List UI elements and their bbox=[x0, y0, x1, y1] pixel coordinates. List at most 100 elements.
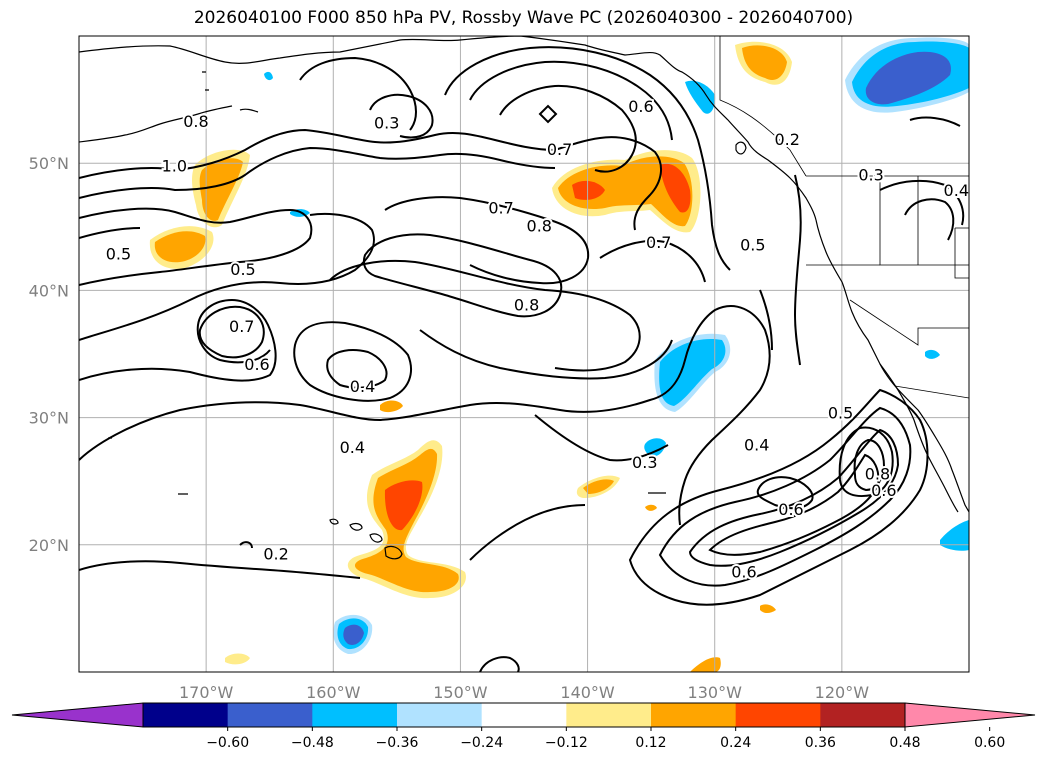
contour-label: 0.8 bbox=[527, 217, 552, 236]
longitude-tick-label: 130°W bbox=[688, 683, 743, 702]
islands-small bbox=[108, 71, 666, 495]
colorbar-tick-label: 0.60 bbox=[974, 735, 1005, 751]
colorbar-segment bbox=[820, 703, 906, 727]
contour-label: 0.4 bbox=[350, 377, 375, 396]
contour-line bbox=[759, 289, 773, 351]
colorbar-segment bbox=[397, 703, 483, 727]
contour-line bbox=[79, 560, 361, 579]
colorbar-segment bbox=[735, 703, 821, 727]
baja-coastline bbox=[879, 363, 959, 513]
contour-label: 0.8 bbox=[514, 295, 539, 314]
contour-label: 0.5 bbox=[740, 236, 765, 255]
contour-line bbox=[879, 179, 965, 226]
colorbar-tick-label: −0.24 bbox=[460, 735, 503, 751]
contour-label: 0.6 bbox=[628, 97, 653, 116]
positive-anomaly bbox=[645, 504, 657, 511]
contour-line bbox=[538, 104, 558, 124]
us-mexico-border bbox=[894, 385, 969, 399]
colorbar-frame bbox=[142, 702, 906, 728]
positive-anomaly bbox=[572, 180, 605, 200]
contour-label: 0.5 bbox=[106, 245, 131, 264]
negative-anomaly bbox=[685, 80, 716, 114]
contour-label: 0.7 bbox=[646, 233, 671, 252]
contour-line bbox=[299, 56, 417, 131]
contour-line bbox=[479, 656, 520, 672]
contour-line bbox=[658, 406, 912, 587]
contour-line bbox=[362, 233, 563, 318]
contour-label: 0.3 bbox=[632, 453, 657, 472]
contour-line bbox=[198, 305, 265, 359]
anomaly-shading bbox=[149, 37, 969, 672]
colorbar-tick-label: 0.24 bbox=[720, 735, 751, 751]
alaska-canada-border bbox=[719, 36, 807, 177]
contour-label: 0.6 bbox=[871, 481, 896, 500]
contour-line bbox=[79, 212, 375, 341]
contour-label: 0.8 bbox=[183, 112, 208, 131]
map-frame bbox=[78, 35, 970, 673]
negative-anomaly bbox=[940, 520, 969, 551]
colorbar-extend-low bbox=[11, 702, 144, 728]
contour-line bbox=[326, 349, 388, 389]
contour-line bbox=[79, 298, 277, 382]
colorbar-tick-label: 0.12 bbox=[635, 735, 666, 751]
hawaii-islands bbox=[329, 518, 403, 560]
contour-label: 0.5 bbox=[828, 404, 853, 423]
contour-label: 0.6 bbox=[731, 563, 756, 582]
longitude-tick-label: 140°W bbox=[560, 683, 615, 702]
longitude-labels: 170°W 160°W 150°W 140°W 130°W 120°W bbox=[179, 683, 869, 702]
colorbar: −0.60 −0.48 −0.36 −0.24 −0.12 0.12 0.24 0.36 0.4… bbox=[11, 702, 1036, 751]
positive-anomaly bbox=[384, 480, 423, 531]
contour-label: 0.7 bbox=[547, 140, 572, 159]
positive-anomaly bbox=[583, 479, 614, 494]
positive-anomaly bbox=[760, 604, 776, 613]
contour-line bbox=[293, 321, 412, 402]
latitude-tick-label: 50°N bbox=[29, 154, 69, 173]
colorbar-segment bbox=[143, 703, 229, 727]
haida-gwaii bbox=[735, 141, 747, 155]
contour-line bbox=[469, 60, 673, 141]
contour-line bbox=[599, 239, 706, 283]
colorbar-segment bbox=[481, 703, 567, 727]
contour-line bbox=[79, 128, 662, 231]
positive-anomaly bbox=[380, 400, 403, 413]
colorbar-segment bbox=[227, 703, 313, 727]
contour-line bbox=[499, 84, 637, 173]
positive-anomaly bbox=[225, 653, 250, 665]
contour-label: 0.3 bbox=[858, 166, 883, 185]
positive-anomaly bbox=[558, 156, 693, 227]
positive-anomaly bbox=[154, 231, 206, 263]
contour-label: 0.2 bbox=[774, 130, 799, 149]
contour-label: 0.4 bbox=[340, 438, 365, 457]
contour-label: 0.7 bbox=[229, 317, 254, 336]
contour-label: 0.8 bbox=[865, 465, 890, 484]
colorbar-tick-label: −0.36 bbox=[376, 735, 419, 751]
colorbar-tick-label: −0.60 bbox=[206, 735, 249, 751]
negative-anomaly bbox=[644, 438, 666, 457]
colorbar-tick-label: −0.48 bbox=[291, 735, 334, 751]
positive-anomaly bbox=[199, 158, 243, 221]
longitude-tick-label: 170°W bbox=[179, 683, 234, 702]
negative-anomaly bbox=[925, 349, 940, 359]
contour-line bbox=[793, 174, 802, 366]
map-title: 2026040100 F000 850 hPa PV, Rossby Wave … bbox=[193, 8, 854, 28]
contour-line bbox=[688, 428, 900, 567]
latitude-tick-label: 40°N bbox=[29, 281, 69, 300]
contour-line bbox=[444, 46, 731, 271]
contour-line bbox=[628, 388, 929, 606]
negative-anomaly bbox=[865, 51, 951, 105]
colorbar-segment bbox=[312, 703, 398, 727]
positive-anomaly bbox=[660, 163, 691, 213]
contour-line bbox=[79, 227, 141, 239]
latitude-tick-label: 30°N bbox=[29, 409, 69, 428]
contour-line bbox=[79, 207, 313, 286]
colorbar-tick-label: 0.48 bbox=[889, 735, 920, 751]
contour-line bbox=[369, 93, 434, 139]
longitude-tick-label: 160°W bbox=[306, 683, 361, 702]
contour-label: 0.6 bbox=[778, 500, 803, 519]
negative-anomaly bbox=[264, 71, 273, 81]
colorbar-segment bbox=[651, 703, 737, 727]
contour-label: 0.2 bbox=[263, 545, 288, 564]
contour-line bbox=[419, 329, 673, 380]
state-border bbox=[954, 227, 969, 279]
contour-line bbox=[79, 305, 771, 526]
